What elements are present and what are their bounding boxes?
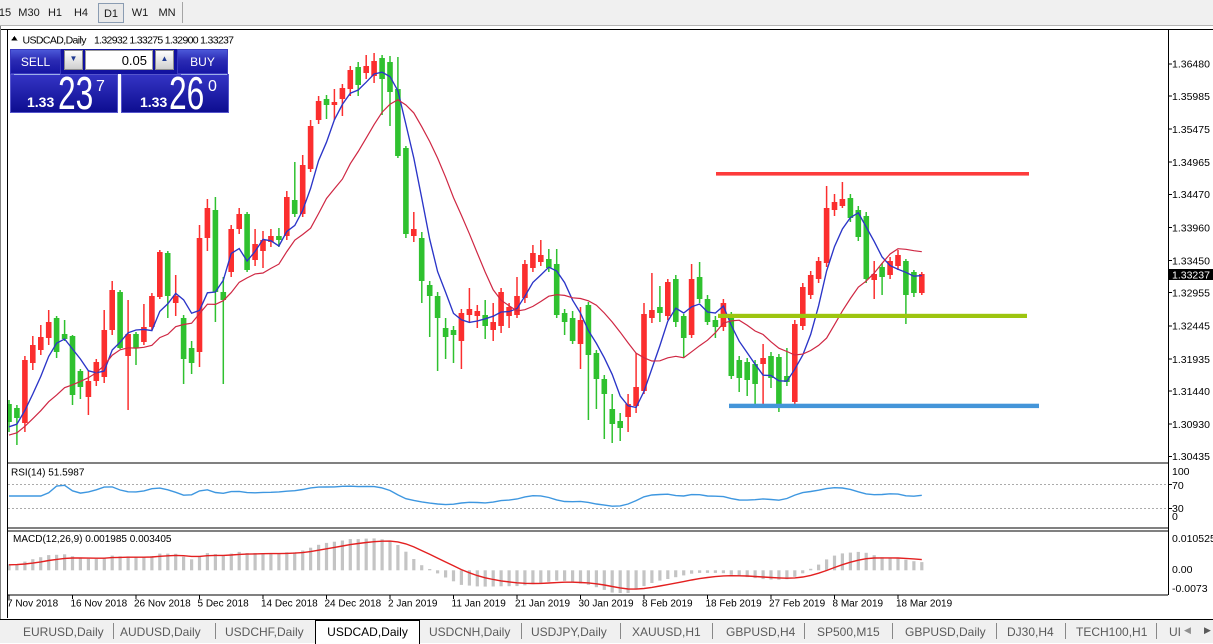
svg-text:11 Jan 2019: 11 Jan 2019 [452, 599, 507, 610]
svg-text:30: 30 [1172, 503, 1184, 515]
svg-text:1.30930: 1.30930 [1172, 419, 1210, 431]
svg-text:1.34965: 1.34965 [1172, 157, 1210, 169]
svg-text:7 Nov 2018: 7 Nov 2018 [7, 599, 59, 610]
svg-text:5 Dec 2018: 5 Dec 2018 [198, 599, 250, 610]
svg-text:16 Nov 2018: 16 Nov 2018 [71, 599, 128, 610]
svg-text:1.30435: 1.30435 [1172, 451, 1210, 463]
svg-text:27 Feb 2019: 27 Feb 2019 [769, 599, 826, 610]
svg-text:1.36480: 1.36480 [1172, 59, 1210, 71]
svg-text:1.32932 1.33275 1.32900 1.3323: 1.32932 1.33275 1.32900 1.33237 [94, 35, 234, 47]
svg-text:18 Feb 2019: 18 Feb 2019 [706, 599, 763, 610]
svg-text:70: 70 [1172, 480, 1184, 492]
svg-text:1.35985: 1.35985 [1172, 91, 1210, 103]
svg-text:8 Feb 2019: 8 Feb 2019 [642, 599, 693, 610]
svg-text:30 Jan 2019: 30 Jan 2019 [579, 599, 634, 610]
svg-text:14 Dec 2018: 14 Dec 2018 [261, 599, 318, 610]
svg-text:18 Mar 2019: 18 Mar 2019 [896, 599, 953, 610]
svg-text:1.33237: 1.33237 [1172, 269, 1210, 281]
svg-text:24 Dec 2018: 24 Dec 2018 [325, 599, 382, 610]
svg-text:0.010525: 0.010525 [1172, 533, 1213, 545]
svg-text:8 Mar 2019: 8 Mar 2019 [833, 599, 884, 610]
svg-text:100: 100 [1172, 466, 1190, 478]
svg-text:1.33960: 1.33960 [1172, 222, 1210, 234]
svg-text:1.35475: 1.35475 [1172, 124, 1210, 136]
svg-text:1.31440: 1.31440 [1172, 386, 1210, 398]
svg-text:-0.0073: -0.0073 [1172, 583, 1208, 595]
svg-text:1.32445: 1.32445 [1172, 321, 1210, 333]
svg-text:2 Jan 2019: 2 Jan 2019 [388, 599, 438, 610]
svg-text:1.33450: 1.33450 [1172, 255, 1210, 267]
svg-text:USDCAD,Daily: USDCAD,Daily [23, 35, 88, 47]
svg-text:1.34470: 1.34470 [1172, 189, 1210, 201]
svg-text:MACD(12,26,9) 0.001985 0.00340: MACD(12,26,9) 0.001985 0.003405 [13, 534, 172, 545]
svg-text:1.31935: 1.31935 [1172, 354, 1210, 366]
svg-text:26 Nov 2018: 26 Nov 2018 [134, 599, 191, 610]
svg-text:RSI(14) 51.5987: RSI(14) 51.5987 [11, 467, 85, 478]
svg-text:0: 0 [1172, 511, 1178, 523]
svg-text:21 Jan 2019: 21 Jan 2019 [515, 599, 570, 610]
svg-text:1.32955: 1.32955 [1172, 288, 1210, 300]
svg-text:0.00: 0.00 [1172, 564, 1193, 576]
